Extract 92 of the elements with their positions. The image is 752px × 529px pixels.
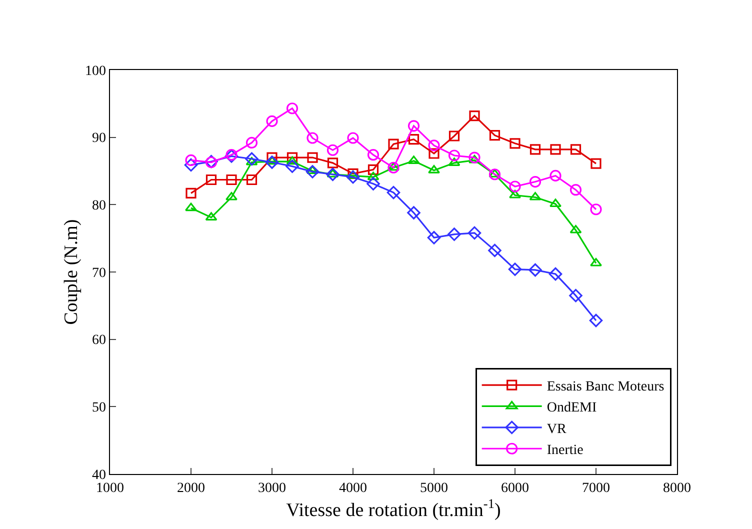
point bbox=[550, 144, 561, 155]
point bbox=[548, 267, 562, 281]
point bbox=[286, 152, 298, 163]
point bbox=[590, 158, 602, 169]
point bbox=[246, 156, 258, 166]
point bbox=[508, 262, 522, 276]
point bbox=[509, 180, 521, 192]
point bbox=[226, 174, 237, 186]
point bbox=[388, 162, 400, 171]
y-tick-label: 100 bbox=[85, 64, 106, 79]
point bbox=[226, 192, 238, 200]
x-tick-label: 7000 bbox=[582, 480, 610, 496]
point bbox=[428, 148, 440, 159]
x-tick-label: 2000 bbox=[177, 480, 205, 496]
point bbox=[428, 140, 440, 152]
point bbox=[185, 202, 197, 212]
point bbox=[265, 156, 279, 169]
point bbox=[408, 120, 420, 132]
point bbox=[528, 263, 542, 277]
point bbox=[468, 154, 480, 164]
point bbox=[186, 188, 196, 199]
point bbox=[550, 198, 562, 208]
point bbox=[306, 132, 318, 144]
point bbox=[368, 164, 379, 175]
legend-label: VR bbox=[546, 422, 567, 437]
point bbox=[388, 138, 399, 150]
point bbox=[366, 177, 380, 190]
point bbox=[206, 174, 217, 186]
point bbox=[326, 168, 340, 182]
point bbox=[590, 204, 602, 216]
point bbox=[286, 156, 298, 165]
point bbox=[448, 150, 460, 162]
point bbox=[388, 162, 400, 174]
point bbox=[367, 149, 380, 161]
point bbox=[185, 154, 197, 166]
y-tick-label: 40 bbox=[92, 468, 106, 483]
point bbox=[184, 158, 198, 172]
point bbox=[530, 144, 541, 155]
point bbox=[367, 172, 380, 180]
point bbox=[469, 110, 480, 122]
point bbox=[569, 288, 582, 302]
legend-label: Essais Banc Moteurs bbox=[546, 379, 664, 394]
point bbox=[428, 165, 440, 174]
y-tick-label: 70 bbox=[92, 266, 106, 281]
point bbox=[347, 132, 359, 144]
point bbox=[407, 206, 420, 220]
point bbox=[590, 258, 602, 266]
x-tick-label: 4000 bbox=[339, 480, 367, 496]
point bbox=[306, 165, 320, 178]
point bbox=[489, 130, 500, 141]
point bbox=[509, 190, 521, 198]
point bbox=[570, 224, 582, 234]
point bbox=[307, 152, 318, 163]
y-axis-title: Couple (N.m) bbox=[60, 219, 82, 325]
x-axis-title: Vitesse de rotation (tr.min$^{-1}$) bbox=[286, 496, 501, 521]
y-tick-label: 80 bbox=[92, 198, 106, 214]
point bbox=[246, 174, 258, 186]
y-tick-label: 50 bbox=[92, 400, 106, 416]
point bbox=[468, 226, 482, 240]
x-tick-label: 6000 bbox=[501, 480, 529, 496]
point bbox=[570, 184, 582, 196]
point bbox=[510, 138, 520, 149]
point bbox=[408, 134, 420, 145]
point bbox=[529, 176, 542, 188]
point bbox=[448, 228, 461, 241]
point bbox=[245, 152, 258, 166]
legend-label: OndEMI bbox=[546, 400, 597, 416]
point bbox=[205, 212, 218, 221]
point bbox=[286, 102, 298, 114]
point bbox=[488, 244, 502, 258]
point bbox=[346, 170, 360, 184]
point bbox=[589, 314, 603, 328]
point bbox=[427, 231, 441, 244]
x-tick-label: 8000 bbox=[663, 480, 691, 496]
point bbox=[326, 144, 339, 156]
point bbox=[570, 144, 582, 155]
y-tick-label: 90 bbox=[92, 131, 106, 146]
point bbox=[327, 158, 338, 168]
point bbox=[266, 115, 278, 127]
point bbox=[286, 160, 299, 173]
point bbox=[468, 152, 480, 164]
legend-label: Inertie bbox=[546, 443, 584, 458]
point bbox=[550, 170, 562, 182]
point bbox=[488, 168, 501, 180]
x-tick-label: 5000 bbox=[420, 480, 448, 496]
point bbox=[448, 130, 460, 142]
point bbox=[386, 186, 400, 200]
x-tick-label: 3000 bbox=[258, 480, 286, 496]
x-tick-label: 1000 bbox=[96, 480, 124, 496]
point bbox=[246, 136, 258, 149]
point bbox=[529, 192, 542, 200]
y-tick-label: 60 bbox=[92, 333, 106, 348]
